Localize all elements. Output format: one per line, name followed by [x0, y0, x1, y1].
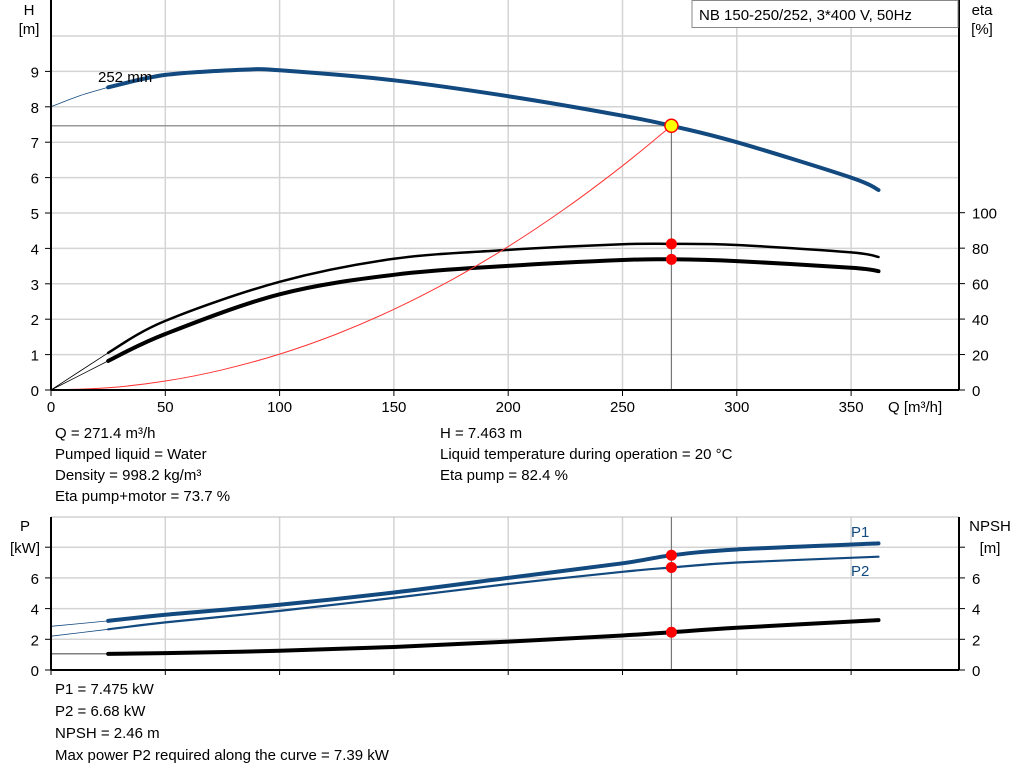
top-chart-grid	[51, 0, 959, 390]
eta-tick-label: 60	[972, 277, 989, 294]
legend-box	[691, 0, 959, 28]
info-flow: Q = 271.4 m³/h	[55, 425, 156, 442]
h-tick-label: 7	[31, 135, 39, 152]
q-tick-label: 200	[496, 399, 521, 416]
p1-curve-extension	[50, 620, 109, 627]
npsh-curve	[106, 618, 881, 656]
eta-tick-label: 100	[972, 206, 997, 223]
p-tick-label: 0	[31, 663, 39, 680]
npsh-tick-label: 6	[972, 571, 980, 588]
axes	[50, 0, 960, 671]
info-p2: P2 = 6.68 kW	[55, 703, 146, 720]
info-head: H = 7.463 m	[440, 425, 523, 442]
p2-curve-extension	[50, 628, 109, 637]
p1-curve	[106, 541, 881, 623]
y-axis-unit-p: [kW]	[10, 540, 40, 557]
p1-marker	[665, 549, 677, 561]
y2-axis-unit-eta: [%]	[971, 21, 993, 38]
eta_pump-curve-extension	[50, 352, 109, 391]
bottom-chart-grid	[51, 516, 959, 670]
eta-tick-label: 0	[972, 383, 980, 400]
npsh-marker	[665, 626, 677, 638]
system-curve	[50, 125, 672, 391]
y2-axis-label-eta: eta	[972, 2, 994, 19]
npsh-tick-label: 0	[972, 663, 980, 680]
head-curve-extension	[50, 86, 109, 108]
npsh-tick-label: 2	[972, 632, 980, 649]
h-tick-label: 3	[31, 277, 39, 294]
p2-curve	[107, 555, 880, 631]
eta_pump_motor-curve-extension	[50, 360, 109, 391]
head-curve	[106, 67, 881, 192]
info-eta-pump-motor: Eta pump+motor = 73.7 %	[55, 488, 231, 505]
y-axis-unit-h: [m]	[19, 21, 40, 38]
info-temperature: Liquid temperature during operation = 20…	[440, 446, 733, 463]
eta-tick-label: 20	[972, 348, 989, 365]
curves	[50, 67, 881, 670]
y-axis-label-p: P	[20, 518, 30, 535]
h-tick-label: 8	[31, 100, 39, 117]
chart-title: NB 150-250/252, 3*400 V, 50Hz	[699, 7, 912, 24]
info-density: Density = 998.2 kg/m³	[55, 467, 202, 484]
q-tick-label: 250	[610, 399, 635, 416]
eta-tick-label: 80	[972, 241, 989, 258]
q-tick-label: 300	[724, 399, 749, 416]
p-tick-label: 4	[31, 602, 39, 619]
h-tick-label: 1	[31, 348, 39, 365]
y2-axis-label-npsh: NPSH	[969, 518, 1011, 535]
q-tick-label: 150	[381, 399, 406, 416]
series-label-p1: P1	[851, 524, 869, 541]
q-tick-label: 350	[839, 399, 864, 416]
p-tick-label: 2	[31, 632, 39, 649]
series-label-p2: P2	[851, 563, 869, 580]
eta-tick-label: 40	[972, 312, 989, 329]
q-tick-label: 50	[157, 399, 174, 416]
h-tick-label: 2	[31, 312, 39, 329]
h-tick-label: 4	[31, 241, 39, 258]
p-tick-label: 6	[31, 571, 39, 588]
info-max-p2: Max power P2 required along the curve = …	[55, 747, 389, 764]
npsh-tick-label: 4	[972, 602, 980, 619]
q-tick-label: 0	[47, 399, 55, 416]
duty-point-marker	[664, 118, 679, 134]
curve-label-diameter: 252 mm	[98, 69, 152, 86]
y2-axis-unit-npsh: [m]	[980, 540, 1001, 557]
eta-pump-motor-marker	[665, 253, 677, 265]
info-npsh: NPSH = 2.46 m	[55, 725, 160, 742]
eta-pump-marker	[665, 238, 677, 250]
x-axis-label: Q [m³/h]	[888, 399, 942, 416]
y-axis-label-h: H	[24, 2, 35, 19]
h-tick-label: 6	[31, 171, 39, 188]
eta_pump_motor-curve	[106, 257, 881, 363]
q-tick-label: 100	[267, 399, 292, 416]
info-eta-pump: Eta pump = 82.4 %	[440, 467, 568, 484]
h-tick-label: 9	[31, 64, 39, 81]
info-liquid: Pumped liquid = Water	[55, 446, 207, 463]
h-tick-label: 5	[31, 206, 39, 223]
info-p1: P1 = 7.475 kW	[55, 681, 154, 698]
p2-marker	[665, 561, 677, 573]
eta_pump-curve	[106, 242, 880, 355]
h-tick-label: 0	[31, 383, 39, 400]
